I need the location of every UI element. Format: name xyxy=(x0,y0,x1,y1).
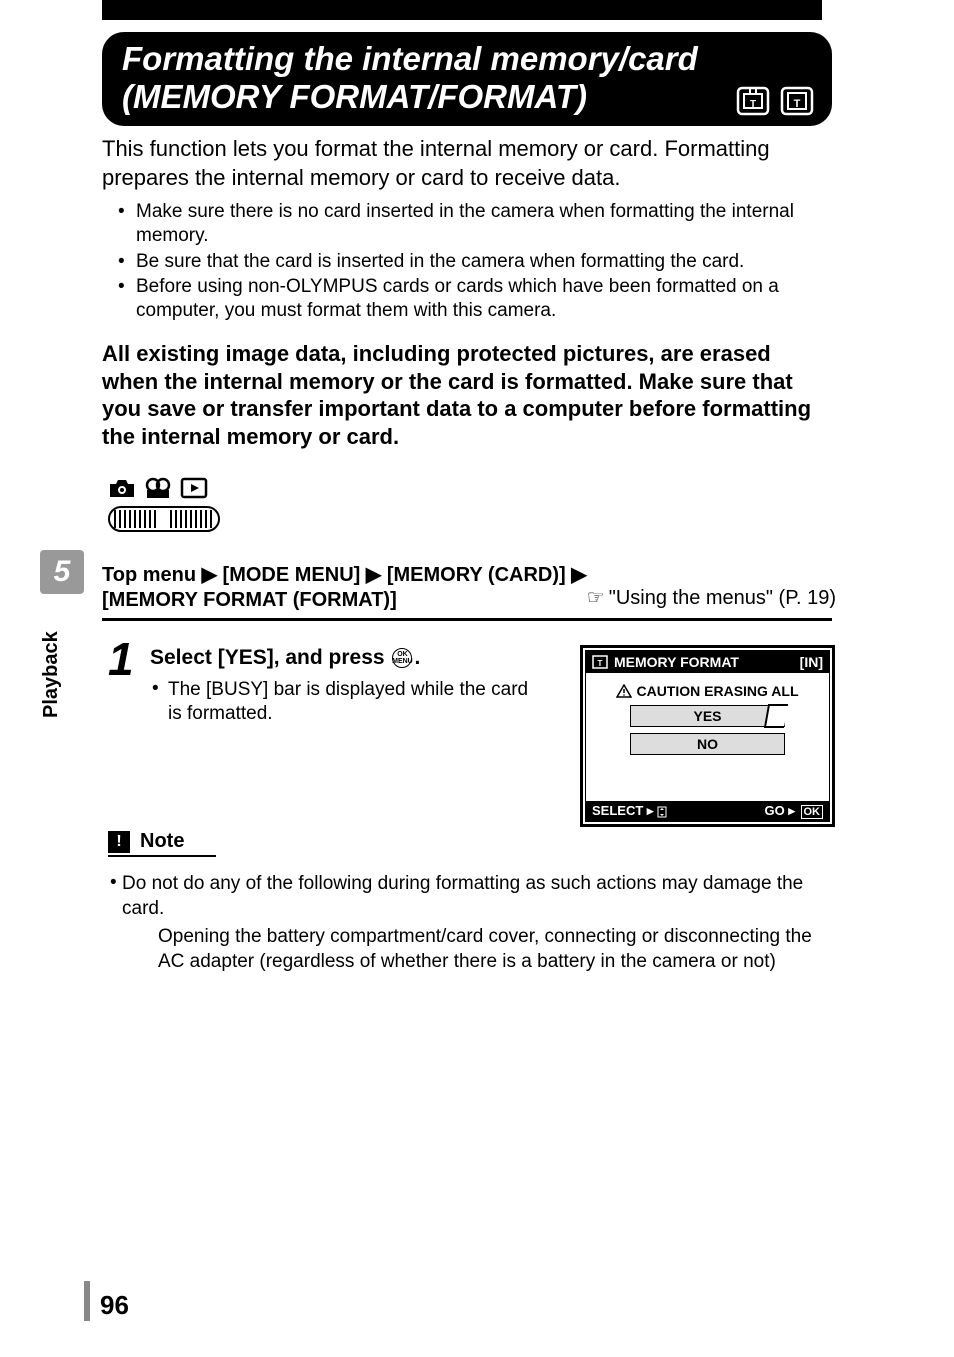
menu-reference: ☞"Using the menus" (P. 19) xyxy=(587,585,836,610)
svg-text:T: T xyxy=(750,99,756,110)
step-sub-text: The [BUSY] bar is displayed while the ca… xyxy=(168,678,538,726)
playback-icon xyxy=(180,476,208,500)
caution-text: CAUTION ERASING ALL xyxy=(636,683,798,699)
step-number: 1 xyxy=(108,632,134,686)
page: Formatting the internal memory/card (MEM… xyxy=(0,0,954,1357)
memory-small-icon: T xyxy=(592,655,608,669)
page-number: 96 xyxy=(100,1290,129,1321)
bullet-item: Be sure that the card is inserted in the… xyxy=(118,250,818,274)
title-block: Formatting the internal memory/card (MEM… xyxy=(102,32,832,126)
ok-box-icon: OK xyxy=(801,805,824,819)
movie-icon xyxy=(144,476,172,500)
divider xyxy=(102,618,832,621)
ok-menu-button-icon: OKMENU xyxy=(392,648,412,668)
bullet-item: Make sure there is no card inserted in t… xyxy=(118,200,818,248)
step-text-post: . xyxy=(414,646,420,669)
title-line-2: (MEMORY FORMAT/FORMAT) xyxy=(122,78,812,116)
intro-text: This function lets you format the intern… xyxy=(102,135,822,192)
note-body: Do not do any of the following during fo… xyxy=(122,872,834,975)
memory-icon: T xyxy=(736,86,770,116)
option-yes[interactable]: YES xyxy=(630,705,785,727)
chapter-label: Playback xyxy=(40,600,84,750)
screen-in-badge: [IN] xyxy=(800,654,823,670)
camera-icon xyxy=(108,476,136,500)
page-number-bar xyxy=(84,1281,90,1321)
title-line-1: Formatting the internal memory/card xyxy=(122,40,812,78)
note-body-text: Do not do any of the following during fo… xyxy=(122,873,803,919)
card-icon: T xyxy=(780,86,814,116)
screen-footer: SELECT ▸ GO ▸ OK xyxy=(586,801,829,821)
side-tab: 5 Playback xyxy=(40,550,84,760)
warning-text: All existing image data, including prote… xyxy=(102,340,832,450)
updown-icon xyxy=(657,806,667,818)
footer-select: SELECT ▸ xyxy=(592,803,667,819)
screen-header: T MEMORY FORMAT [IN] xyxy=(586,651,829,673)
dial-icon xyxy=(108,506,220,532)
pointing-hand-icon: ☞ xyxy=(587,587,605,609)
svg-text:T: T xyxy=(794,98,801,110)
menu-ref-text: "Using the menus" (P. 19) xyxy=(609,587,836,609)
bullet-marker: • xyxy=(152,678,159,700)
warning-triangle-icon xyxy=(616,684,632,698)
caution-line: CAUTION ERASING ALL xyxy=(600,683,815,699)
note-bang-icon: ! xyxy=(108,831,130,853)
note-sub-text: Opening the battery compartment/card cov… xyxy=(158,925,834,974)
note-block: ! Note xyxy=(108,830,216,857)
screen-title: MEMORY FORMAT xyxy=(614,654,739,670)
step-instruction: Select [YES], and press OKMENU. xyxy=(150,646,420,670)
option-no[interactable]: NO xyxy=(630,733,785,755)
note-title: Note xyxy=(140,830,184,853)
bullet-item: Before using non-OLYMPUS cards or cards … xyxy=(118,275,818,323)
mode-icons xyxy=(108,476,220,532)
footer-go: GO ▸ OK xyxy=(765,803,823,819)
chapter-number: 5 xyxy=(40,550,84,594)
step-text-pre: Select [YES], and press xyxy=(150,646,390,669)
bullet-marker: • xyxy=(110,872,117,894)
svg-text:T: T xyxy=(598,659,603,668)
top-bar xyxy=(102,0,822,20)
camera-screen: T MEMORY FORMAT [IN] CAUTION ERASING ALL… xyxy=(580,645,835,827)
pre-bullets: Make sure there is no card inserted in t… xyxy=(118,200,818,325)
title-icons: T T xyxy=(736,86,814,116)
note-underline xyxy=(108,855,216,857)
